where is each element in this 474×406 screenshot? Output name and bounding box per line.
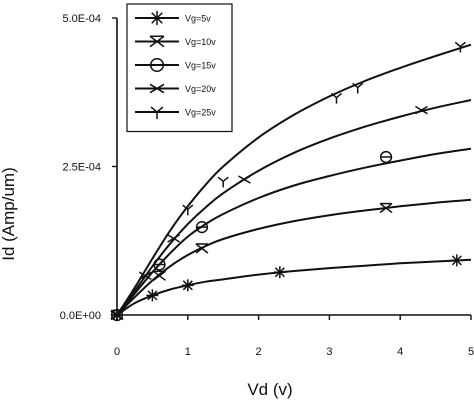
series-3-point [153, 258, 166, 271]
legend-entry-label: Vg=10v [185, 37, 216, 47]
series-4-point [415, 105, 428, 115]
legend-marker [149, 57, 165, 73]
x-tick-label: 4 [397, 346, 403, 358]
series-5-point [330, 92, 343, 104]
legend-entry-label: Vg=25v [185, 108, 216, 118]
y-tick-label: 5.0E-04 [62, 13, 101, 25]
x-tick-label: 1 [185, 346, 191, 358]
legend-entry-label: Vg=5v [185, 14, 211, 24]
series-4-point [238, 175, 251, 184]
series-3-point [195, 220, 209, 234]
y-tick-label: 2.5E-04 [62, 162, 101, 174]
series-4-point [167, 234, 181, 243]
series-3-point [379, 150, 393, 164]
series-2-line [116, 198, 472, 316]
series-1-point [146, 289, 159, 302]
series-4-line [116, 99, 472, 316]
legend-marker [150, 106, 164, 119]
series-5-point [454, 41, 466, 53]
x-axis-title: Vd (v) [247, 380, 292, 399]
x-tick-label: 2 [256, 346, 262, 358]
legend-marker [150, 11, 164, 25]
legend-marker [149, 35, 165, 48]
legend-entry-label: Vg=20v [185, 84, 216, 94]
legend-marker [149, 83, 165, 94]
series-1-point [181, 279, 194, 292]
series-3-line [116, 147, 472, 316]
tick-labels: 0 1 2 3 4 5 0.0E+00 2.5E-04 5.0E-04 [60, 13, 474, 358]
series-2-point [379, 202, 393, 214]
series-1-point [450, 254, 463, 267]
series-5-point [217, 176, 229, 188]
x-tick-label: 5 [468, 346, 474, 358]
series-5-point [352, 82, 364, 94]
x-tick-label: 3 [326, 346, 332, 358]
y-axis-title: Id (Amp/um) [0, 167, 18, 261]
series-5-line [116, 43, 472, 316]
series-5-point [182, 204, 194, 216]
y-tick-label: 0.0E+00 [60, 310, 101, 322]
legend-frame [126, 3, 233, 133]
series-1-point [273, 266, 286, 279]
series-1-line [116, 258, 472, 316]
legend: Vg=5v Vg=10v Vg=15v Vg=20v Vg=25v [126, 3, 233, 133]
tick-marks [112, 17, 472, 320]
series-2-point [153, 270, 166, 281]
series-2-point [195, 243, 209, 254]
x-tick-label: 0 [114, 346, 120, 358]
series-4-point [138, 271, 152, 281]
legend-entry-label: Vg=15v [185, 61, 216, 71]
